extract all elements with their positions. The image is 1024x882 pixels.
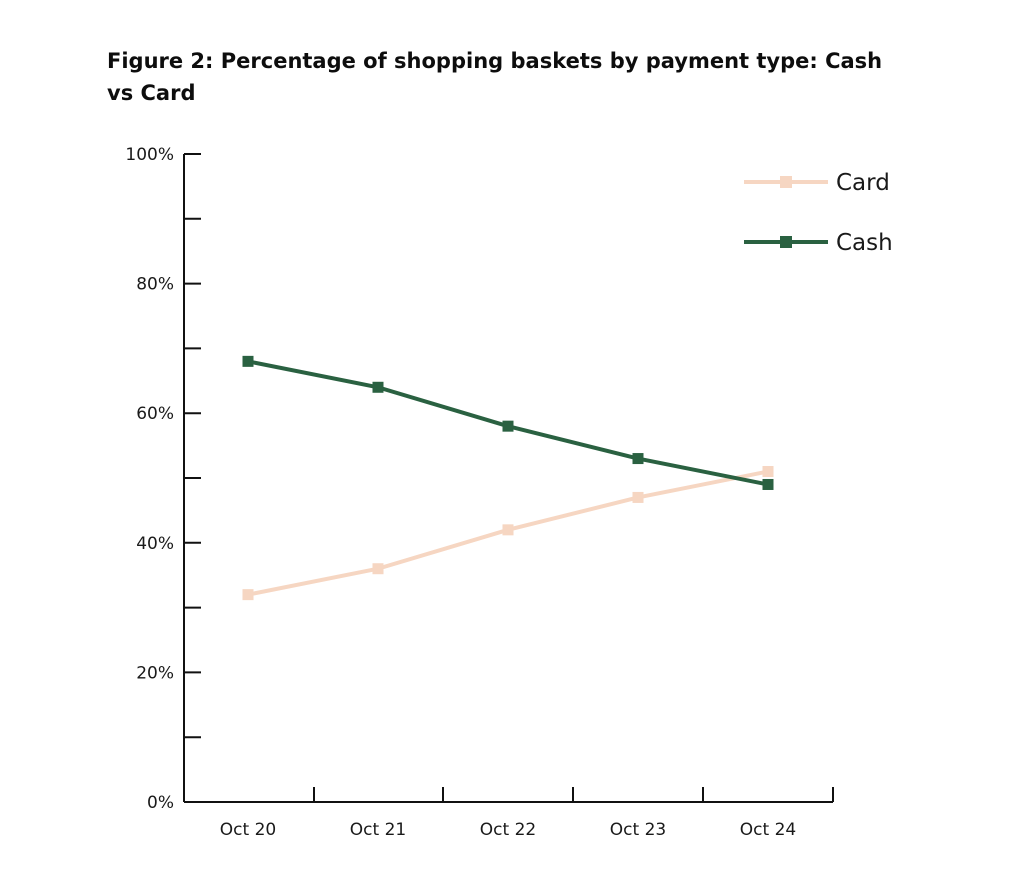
- x-tick-label: Oct 21: [350, 820, 406, 840]
- x-tick-label: Oct 22: [480, 820, 536, 840]
- cash-data-point: [502, 420, 514, 432]
- card-data-point: [242, 589, 254, 601]
- chart-title: Figure 2: Percentage of shopping baskets…: [107, 49, 883, 105]
- y-tick-label: 20%: [136, 663, 174, 683]
- x-tick-label: Oct 24: [740, 820, 796, 840]
- legend-cash-label: Cash: [836, 230, 893, 256]
- card-data-point: [372, 563, 384, 575]
- series-group: [242, 355, 774, 601]
- y-tick-label: 40%: [136, 534, 174, 554]
- y-tick-label: 60%: [136, 404, 174, 424]
- legend: Card Cash: [744, 170, 893, 256]
- x-tick-label: Oct 23: [610, 820, 666, 840]
- card-data-point: [632, 491, 644, 503]
- y-tick-label: 100%: [125, 145, 174, 165]
- y-tick-label: 0%: [147, 793, 174, 813]
- cash-data-point: [242, 355, 254, 367]
- card-data-point: [502, 524, 514, 536]
- legend-cash-marker: [780, 236, 792, 248]
- legend-card-marker: [780, 176, 792, 188]
- axes: 0% 20% 40% 60% 80% 100% Oct 20 Oct 21 Oct 22 Oct …: [125, 145, 834, 840]
- cash-data-point: [632, 453, 644, 465]
- cash-data-point: [372, 381, 384, 393]
- y-tick-label: 80%: [136, 275, 174, 295]
- card-data-point: [762, 466, 774, 478]
- x-tick-label: Oct 20: [220, 820, 276, 840]
- legend-card-label: Card: [836, 170, 890, 196]
- cash-data-point: [762, 478, 774, 490]
